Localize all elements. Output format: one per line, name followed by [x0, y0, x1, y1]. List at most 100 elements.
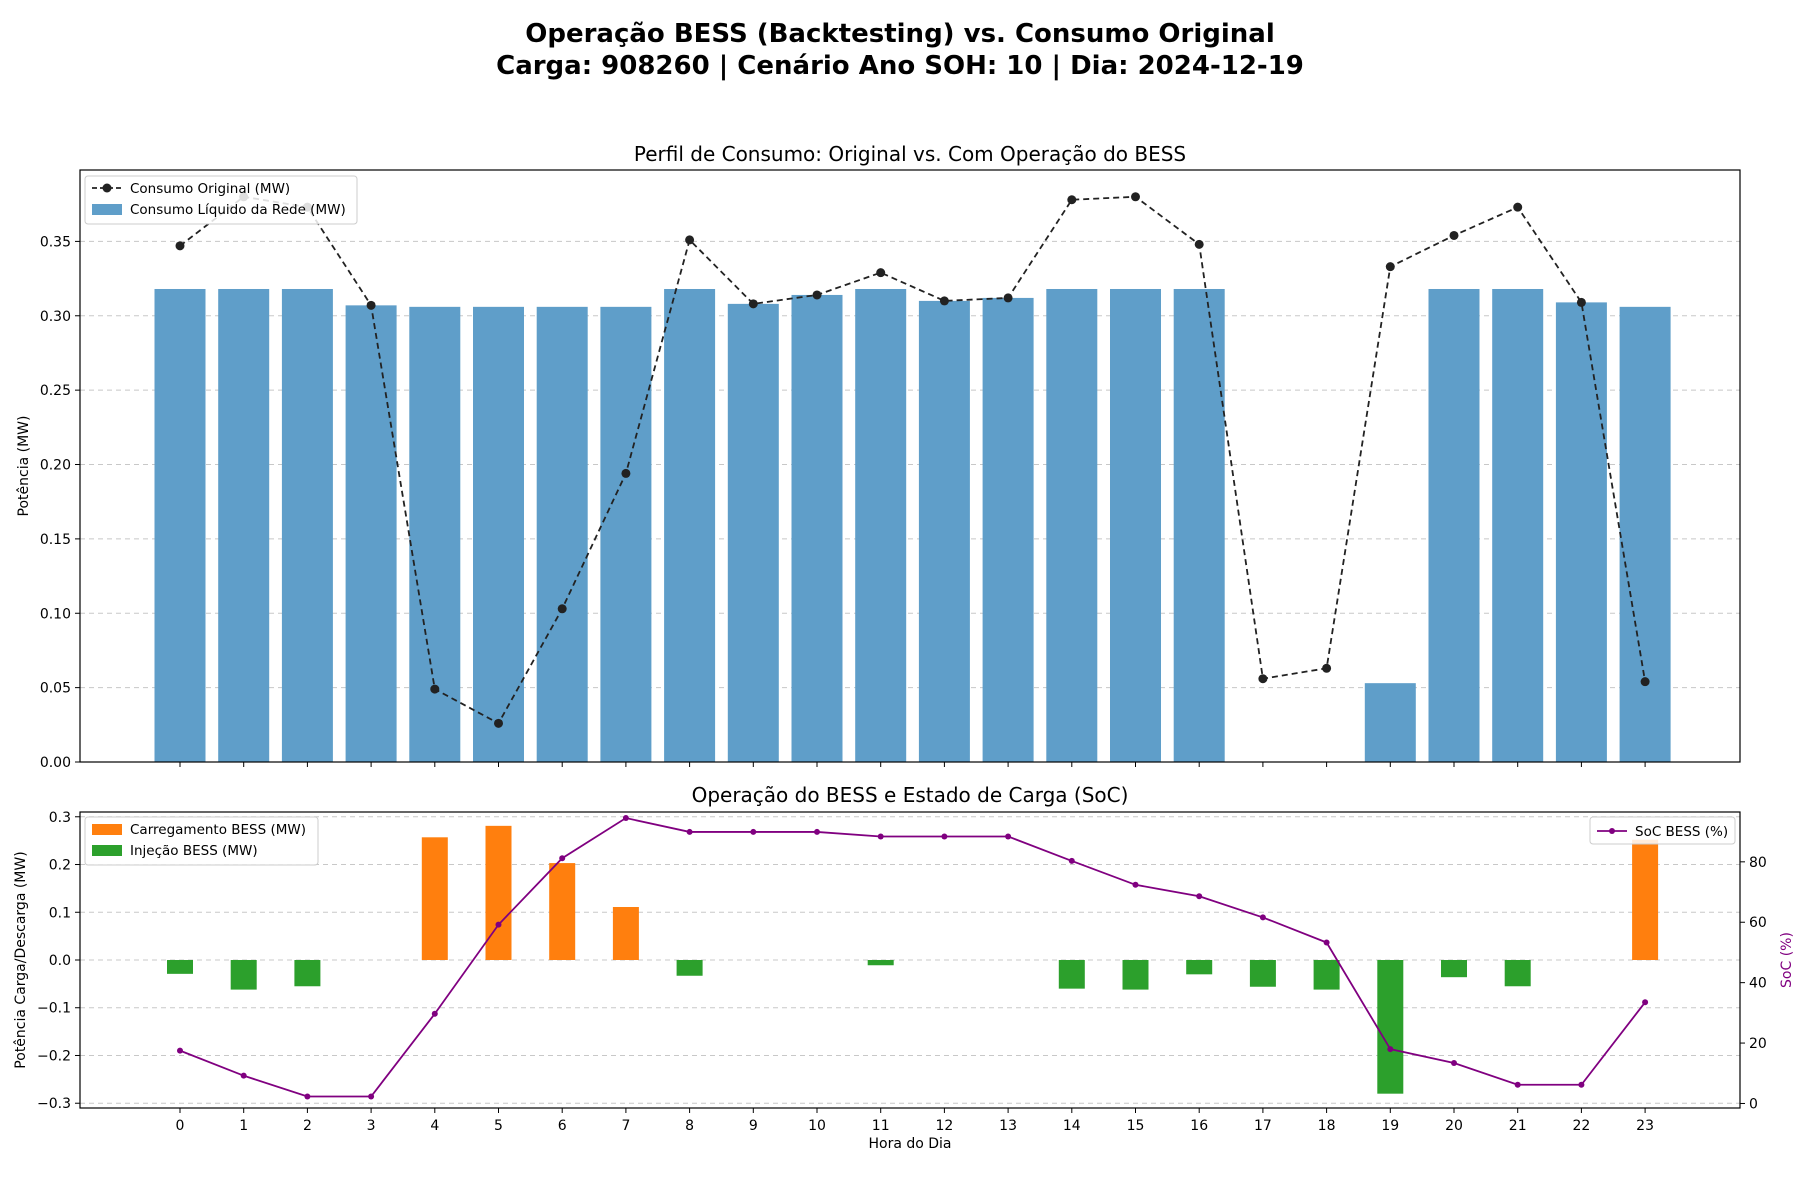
- top-legend-box: [84, 175, 358, 225]
- bottom-x-tick-label: 16: [1190, 1118, 1208, 1134]
- top-chart: Perfil de Consumo: Original vs. Com Oper…: [16, 142, 1741, 771]
- net-consumption-bar: [982, 297, 1034, 762]
- bottom-right-y-tick-label: 60: [1749, 915, 1767, 931]
- bottom-x-tick-label: 15: [1127, 1118, 1145, 1134]
- net-consumption-bar: [1555, 302, 1607, 762]
- discharge-bar: [294, 960, 321, 987]
- bottom-right-y-axis-label: SoC (%): [1779, 932, 1795, 988]
- original-consumption-point: [175, 241, 185, 251]
- soc-point: [1387, 1046, 1394, 1053]
- original-consumption-point: [1131, 192, 1140, 202]
- top-gridlines: [80, 240, 1740, 689]
- net-consumption-bar: [154, 288, 206, 762]
- legend-marker-swatch: [102, 183, 112, 193]
- original-consumption-point: [1258, 674, 1268, 684]
- bottom-right-y-tick-label: 20: [1749, 1036, 1767, 1052]
- bottom-x-ticks: 0 1 2 3 4 5 6 7 8 9 10 11 12 13 14 15 16 17 18 19 20 21 22 23: [176, 1108, 1654, 1134]
- top-y-axis-label: Potência (MW): [16, 416, 32, 517]
- net-consumption-bar: [1428, 288, 1480, 762]
- top-bars: [154, 288, 1671, 762]
- top-y-tick-label: 0.00: [40, 755, 71, 771]
- net-consumption-bar: [1492, 288, 1544, 762]
- bottom-legend-left: Carregamento BESS (MW) Injeção BESS (MW): [84, 816, 319, 866]
- top-y-tick-label: 0.30: [40, 309, 71, 325]
- net-consumption-bar: [791, 294, 843, 762]
- bottom-x-tick-label: 22: [1572, 1118, 1590, 1134]
- discharge-bar: [1441, 960, 1467, 978]
- top-plot-frame: [79, 169, 1741, 763]
- original-consumption-point: [494, 718, 503, 728]
- original-consumption-point: [1513, 202, 1523, 212]
- soc-point: [814, 828, 820, 835]
- bottom-x-tick-label: 12: [935, 1118, 953, 1134]
- bottom-y-tick-label: −0.3: [37, 1096, 71, 1112]
- soc-point: [1005, 833, 1012, 840]
- charge-bar: [1632, 839, 1659, 960]
- original-consumption-point: [876, 268, 886, 278]
- soc-point: [495, 921, 502, 928]
- soc-line: [179, 817, 1646, 1098]
- original-consumption-point: [1640, 677, 1650, 687]
- net-consumption-bar: [536, 306, 588, 762]
- bottom-right-y-ticks: 0 20 40 60 80: [1740, 855, 1767, 1112]
- top-y-tick-label: 0.10: [40, 606, 71, 622]
- net-consumption-bar: [1364, 683, 1416, 762]
- charge-bar: [421, 837, 448, 960]
- original-consumption-point: [621, 468, 631, 478]
- net-consumption-bar: [1046, 288, 1098, 762]
- soc-point: [622, 815, 629, 822]
- bottom-x-tick-label: 5: [494, 1118, 503, 1134]
- discharge-bar: [1504, 960, 1531, 987]
- original-consumption-point: [557, 604, 567, 614]
- original-consumption-point: [1003, 293, 1013, 303]
- original-consumption-point: [1576, 297, 1586, 307]
- net-consumption-bar: [1619, 306, 1671, 762]
- charge-bar: [612, 907, 639, 960]
- bottom-x-tick-label: 21: [1509, 1118, 1527, 1134]
- bottom-y-tick-label: 0.1: [49, 905, 71, 921]
- original-consumption-point: [430, 684, 440, 694]
- net-consumption-bar: [727, 303, 779, 762]
- discharge-bar: [167, 960, 193, 974]
- bottom-gridlines: [80, 816, 1740, 1104]
- net-consumption-bar: [1110, 288, 1161, 762]
- legend-charge-swatch: [92, 824, 122, 835]
- bottom-y-tick-label: −0.2: [37, 1048, 71, 1064]
- soc-point: [1323, 939, 1330, 946]
- soc-point: [240, 1072, 247, 1079]
- top-y-tick-label: 0.35: [40, 234, 71, 250]
- bottom-x-tick-label: 10: [808, 1118, 826, 1134]
- net-consumption-bar: [855, 288, 907, 762]
- discharge-bar: [1377, 960, 1404, 1094]
- legend-label-discharge: Injeção BESS (MW): [130, 843, 258, 859]
- soc-point: [686, 828, 693, 835]
- net-consumption-bar: [918, 300, 970, 762]
- legend-soc-marker: [1609, 828, 1615, 834]
- bottom-x-tick-label: 0: [176, 1118, 185, 1134]
- bottom-y-tick-label: 0.2: [49, 858, 71, 874]
- original-consumption-point: [685, 235, 695, 245]
- bottom-legend-left-box: [84, 816, 319, 866]
- soc-point: [1451, 1059, 1457, 1066]
- bottom-x-tick-label: 6: [558, 1118, 567, 1134]
- net-consumption-bar: [281, 288, 333, 762]
- bottom-chart: Operação do BESS e Estado de Carga (SoC)…: [13, 783, 1795, 1152]
- bottom-right-y-tick-label: 40: [1749, 976, 1767, 992]
- top-line: [175, 192, 1650, 728]
- bottom-bars: [167, 825, 1659, 1094]
- top-y-tick-label: 0.20: [40, 458, 71, 474]
- discharge-bar: [1122, 960, 1149, 990]
- bottom-x-tick-label: 1: [239, 1118, 248, 1134]
- bottom-x-tick-label: 13: [999, 1118, 1017, 1134]
- original-consumption-point: [1067, 195, 1077, 205]
- net-consumption-bar: [473, 306, 524, 762]
- soc-point: [304, 1093, 311, 1100]
- bottom-y-tick-label: 0.3: [49, 810, 71, 826]
- bottom-x-axis-label: Hora do Dia: [868, 1136, 951, 1152]
- bottom-y-axis-label: Potência Carga/Descarga (MW): [13, 851, 29, 1068]
- soc-point: [559, 855, 566, 862]
- charge-bar: [485, 825, 512, 960]
- legend-label-soc: SoC BESS (%): [1635, 824, 1728, 840]
- bottom-x-tick-label: 9: [749, 1118, 758, 1134]
- bottom-legend-right-box: [1589, 816, 1736, 845]
